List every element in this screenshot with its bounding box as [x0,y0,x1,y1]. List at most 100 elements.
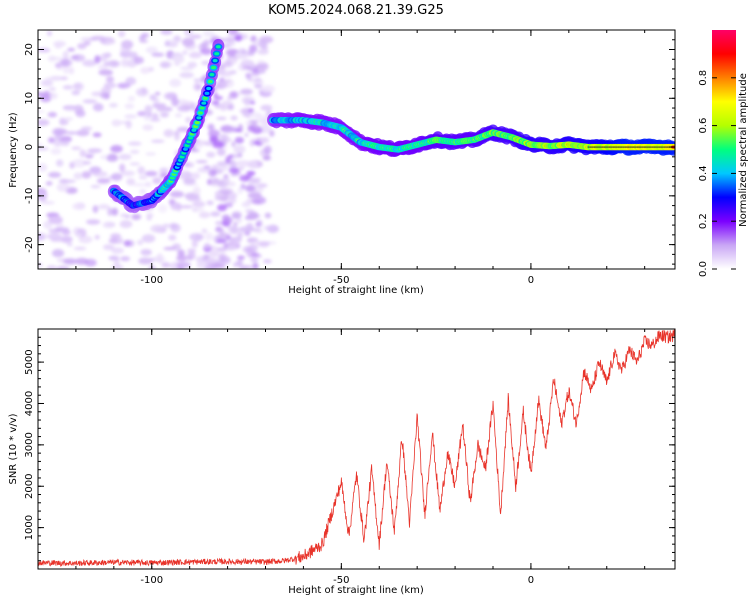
snr-x-label: Height of straight line (km) [288,585,424,596]
noise-blob [183,161,195,168]
noise-blob [75,232,82,238]
noise-blob [201,228,208,234]
noise-blob [126,59,137,68]
noise-blob [179,205,194,209]
noise-blob [211,100,220,105]
noise-blob [137,239,144,246]
colorbar-tick-label: 0.2 [698,213,709,229]
noise-blob [193,78,201,83]
noise-blob [63,106,78,112]
noise-blob [127,95,136,102]
noise-blob [81,171,92,179]
noise-blob [231,141,236,148]
noise-blob [217,204,227,212]
noise-blob [244,184,256,192]
noise-blob [254,83,263,89]
noise-blob [186,197,202,202]
noise-blob [248,179,260,184]
noise-blob [135,87,149,97]
noise-blob [204,232,214,241]
noise-blob [227,96,233,101]
noise-blob [50,238,64,242]
noise-blob [144,104,153,114]
spectrogram-frame [37,29,676,270]
noise-blob [160,111,169,118]
noise-blob [231,212,241,220]
noise-blob [231,126,238,130]
noise-blob [121,40,134,49]
ridge-core [194,121,200,125]
noise-blob [145,152,157,156]
noise-blob [247,108,255,113]
snr-axes: -100 -50 0 1000 2000 3000 4000 5000 [24,328,675,586]
noise-blob [174,113,183,118]
noise-blob [203,242,211,250]
noise-blob [263,225,274,231]
noise-blob [38,142,44,147]
noise-blob [92,170,108,178]
noise-blob [208,129,220,138]
colorbar-tick-label: 0.8 [698,70,709,86]
noise-blob [177,266,185,269]
noise-blob [62,117,74,121]
noise-blob [163,246,176,251]
noise-blob [154,91,161,96]
noise-blob [85,154,94,159]
noise-blob [100,92,110,99]
noise-blob [75,129,90,137]
noise-blob [269,130,275,137]
noise-blob [100,53,108,62]
colorbar-tick-label: 0.4 [698,165,709,181]
noise-blob [187,61,198,68]
ridge-core [196,116,202,120]
noise-blob [169,78,182,88]
noise-blob [48,87,57,91]
noise-blob [206,151,216,158]
noise-blob [168,234,177,241]
noise-blob [94,234,100,240]
noise-blob [176,254,188,262]
x-tick-label: -100 [140,275,163,286]
noise-blob [152,177,162,185]
noise-blob [157,204,168,213]
noise-blob [227,104,235,111]
noise-blob [230,173,238,177]
colorbar-gradient [712,30,736,269]
noise-blob [181,128,188,132]
noise-blob [111,119,122,127]
noise-blob [39,94,52,103]
noise-blob [225,155,231,164]
noise-blob [203,165,211,169]
noise-blob [143,112,150,121]
noise-blob [236,217,243,224]
noise-blob [204,265,217,269]
noise-blob [195,160,208,164]
noise-blob [54,227,70,232]
noise-blob [259,136,270,144]
noise-blob [51,249,65,258]
noise-blob [185,116,192,124]
noise-blob [56,265,70,269]
colorbar-label: Normalized spectral amplitude [738,73,749,227]
noise-blob [179,71,194,79]
noise-blob [105,76,115,83]
x-tick-label: 0 [528,275,534,286]
noise-blob [234,34,243,42]
noise-blob [73,172,83,180]
noise-blob [261,85,276,94]
noise-blob [230,160,236,168]
noise-blob [159,167,169,175]
noise-blob [221,256,231,265]
noise-blob [140,248,152,256]
noise-blob [50,148,62,155]
noise-blob [74,257,89,265]
noise-blob [216,116,227,121]
noise-blob [70,55,80,60]
noise-blob [250,252,260,257]
noise-blob [47,233,62,240]
noise-blob [127,51,138,59]
noise-blob [62,50,69,60]
noise-blob [236,160,251,168]
